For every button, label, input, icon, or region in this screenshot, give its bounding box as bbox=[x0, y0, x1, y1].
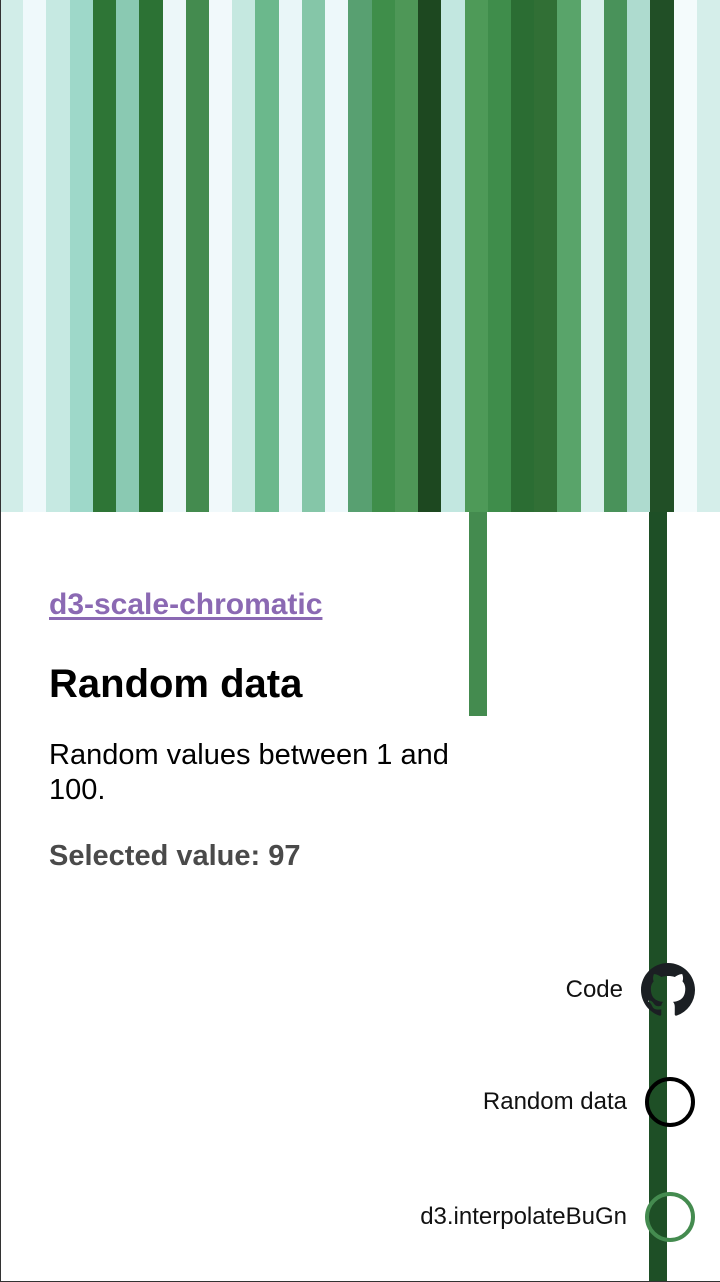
color-stripe[interactable] bbox=[348, 0, 373, 512]
color-stripe[interactable] bbox=[673, 0, 698, 512]
selected-stripe-highlight bbox=[469, 512, 487, 716]
color-stripe[interactable] bbox=[650, 0, 675, 512]
selected-value-indicator bbox=[649, 512, 667, 1282]
color-stripe[interactable] bbox=[278, 0, 303, 512]
color-stripe[interactable] bbox=[487, 0, 512, 512]
color-stripe[interactable] bbox=[441, 0, 465, 512]
dataset-label: Random data bbox=[482, 1088, 627, 1115]
color-stripe[interactable] bbox=[627, 0, 651, 512]
interpolator-label: d3.interpolateBuGn bbox=[420, 1203, 627, 1230]
color-stripe[interactable] bbox=[464, 0, 489, 512]
dataset-circle-button[interactable] bbox=[645, 1077, 695, 1127]
interpolator-circle-button[interactable] bbox=[645, 1192, 695, 1242]
color-stripe[interactable] bbox=[46, 0, 71, 512]
code-label: Code bbox=[565, 976, 623, 1003]
color-stripe[interactable] bbox=[510, 0, 535, 512]
color-stripe[interactable] bbox=[603, 0, 628, 512]
code-link[interactable]: Code bbox=[566, 963, 695, 1017]
color-stripe[interactable] bbox=[418, 0, 442, 512]
color-stripe[interactable] bbox=[534, 0, 558, 512]
github-icon[interactable] bbox=[641, 963, 695, 1017]
page-title: Random data bbox=[49, 662, 303, 706]
color-stripe[interactable] bbox=[185, 0, 210, 512]
color-stripe[interactable] bbox=[162, 0, 187, 512]
color-stripes[interactable] bbox=[0, 0, 720, 512]
color-stripe[interactable] bbox=[371, 0, 396, 512]
page-description: Random values between 1 and 100. bbox=[49, 739, 449, 806]
color-stripe[interactable] bbox=[232, 0, 256, 512]
color-stripe[interactable] bbox=[23, 0, 47, 512]
color-stripe[interactable] bbox=[696, 0, 720, 512]
info-panel: d3-scale-chromatic Random data Random va… bbox=[49, 560, 479, 873]
color-stripe[interactable] bbox=[69, 0, 94, 512]
color-stripe[interactable] bbox=[255, 0, 280, 512]
color-stripe[interactable] bbox=[580, 0, 605, 512]
color-stripe[interactable] bbox=[301, 0, 326, 512]
color-stripe[interactable] bbox=[557, 0, 582, 512]
interpolator-selector[interactable]: d3.interpolateBuGn bbox=[420, 1192, 695, 1242]
color-stripe[interactable] bbox=[116, 0, 140, 512]
selected-value: Selected value: 97 bbox=[49, 839, 301, 872]
color-stripe[interactable] bbox=[394, 0, 419, 512]
library-link[interactable]: d3-scale-chromatic bbox=[49, 588, 323, 621]
color-stripe[interactable] bbox=[139, 0, 164, 512]
color-stripe[interactable] bbox=[0, 0, 24, 512]
color-stripe[interactable] bbox=[209, 0, 233, 512]
dataset-selector[interactable]: Random data bbox=[483, 1077, 695, 1127]
color-stripe[interactable] bbox=[325, 0, 349, 512]
color-stripe[interactable] bbox=[92, 0, 117, 512]
